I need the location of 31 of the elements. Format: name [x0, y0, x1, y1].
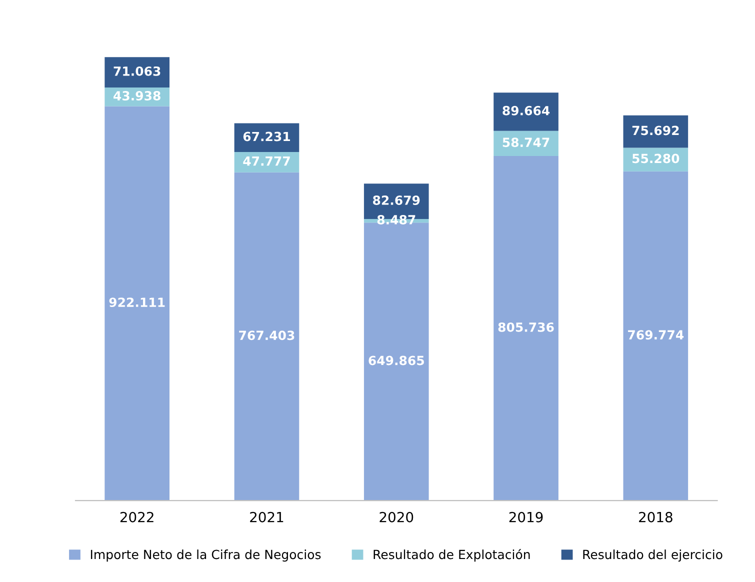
bar — [623, 115, 688, 148]
bar — [104, 106, 170, 501]
data-label: 67.231 — [243, 132, 290, 142]
x-tick-label: 2020 — [380, 512, 414, 522]
data-label: 55.280 — [632, 154, 680, 164]
x-tick-label: 2018 — [639, 512, 672, 522]
legend-label: Importe Neto de la Cifra de Negocios — [90, 550, 321, 562]
bar — [494, 92, 558, 131]
x-tick-label: 2019 — [509, 512, 543, 522]
data-label: 769.774 — [628, 330, 684, 340]
data-label: 75.692 — [632, 126, 679, 136]
x-tick-label: 2022 — [120, 512, 154, 522]
data-label: 767.403 — [239, 330, 294, 340]
bar — [234, 172, 300, 501]
bar — [364, 222, 429, 501]
bar — [623, 171, 688, 501]
bar — [234, 123, 300, 152]
data-label: 43.938 — [114, 91, 160, 100]
data-label: 649.865 — [368, 356, 424, 366]
data-label: 71.063 — [114, 66, 160, 76]
data-label: 922.111 — [109, 298, 165, 308]
bar — [104, 57, 170, 88]
legend-label: Resultado de Explotación — [374, 549, 530, 562]
data-label: 82.679 — [373, 196, 420, 205]
bar — [494, 156, 558, 501]
x-tick-label: 2021 — [250, 512, 284, 522]
legend-label: Resultado del ejercicio — [583, 550, 722, 562]
data-label: 47.777 — [243, 156, 290, 166]
data-label: 58.747 — [502, 138, 550, 148]
data-label: 805.736 — [498, 322, 554, 332]
data-label: 89.664 — [502, 106, 550, 116]
